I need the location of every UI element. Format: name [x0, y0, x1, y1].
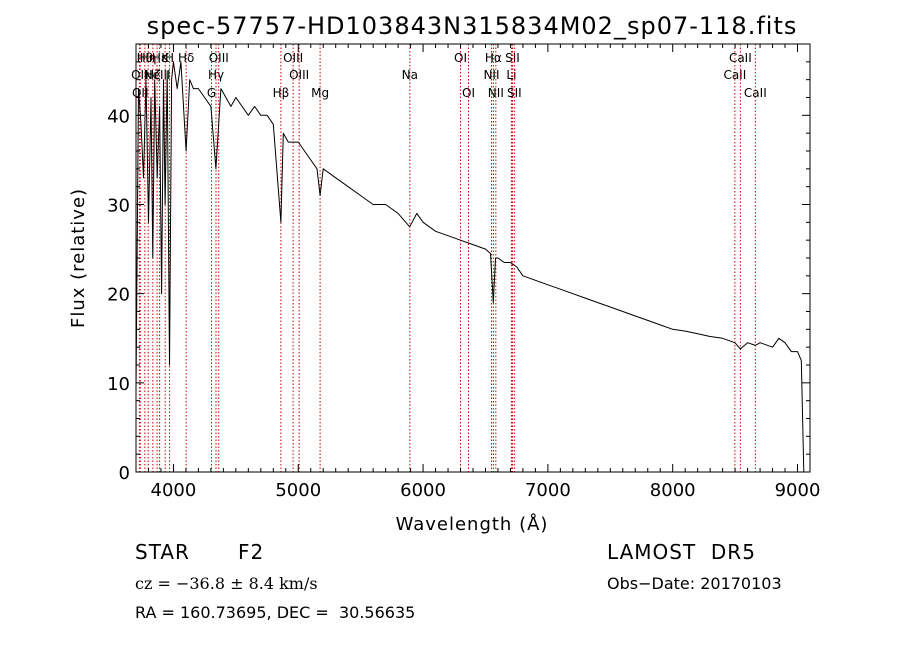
line-marker-label: G: [207, 86, 216, 100]
line-marker-label: OIII: [289, 68, 309, 82]
y-tick-label: 10: [107, 374, 130, 395]
line-marker-label: Mg: [311, 86, 329, 100]
object-subclass: F2: [238, 540, 265, 564]
object-class: STAR: [135, 540, 190, 564]
x-tick-label: 8000: [650, 480, 696, 501]
line-marker-label: OIII: [209, 51, 229, 65]
coordinates: RA = 160.73695, DEC = 30.56635: [135, 603, 416, 622]
line-marker-label: SII: [507, 86, 522, 100]
spectrum-series: [135, 61, 805, 473]
line-marker-label: CaII: [744, 86, 767, 100]
line-marker-label: K: [161, 51, 170, 65]
y-tick-label: 20: [107, 285, 130, 306]
line-marker-label: Hβ: [273, 86, 290, 100]
line-marker-label: OI: [454, 51, 467, 65]
y-tick-label: 30: [107, 196, 130, 217]
spectrum-line: [135, 61, 805, 473]
line-marker-label: Hε: [152, 51, 168, 65]
axis-ticks: 4000 5000 6000 7000 8000 9000 0 10 20 30 40: [107, 43, 821, 501]
x-tick-label: 9000: [775, 480, 821, 501]
line-marker-label: OI: [462, 86, 475, 100]
plot-frame: [135, 43, 811, 473]
line-marker-label: OII: [131, 68, 148, 82]
y-tick-label: 40: [107, 106, 130, 127]
line-marker-label: OIII: [283, 51, 303, 65]
x-tick-label: 5000: [275, 480, 321, 501]
line-marker-label: NII: [483, 68, 499, 82]
line-marker-label: Hδ: [178, 51, 194, 65]
x-tick-label: 4000: [151, 480, 197, 501]
line-marker-label: CaII: [729, 51, 752, 65]
line-marker-label: Li: [506, 68, 516, 82]
line-marker-label: NII: [488, 86, 504, 100]
observation-date: Obs−Date: 20170103: [607, 574, 782, 593]
line-marker-label: Hζ: [145, 68, 161, 82]
chart-title: spec-57757-HD103843N315834M02_sp07-118.f…: [147, 12, 798, 40]
x-axis-label: Wavelength (Å): [396, 513, 549, 535]
line-marker-label: Hθ: [137, 51, 153, 65]
line-marker-label: Hγ: [208, 68, 224, 82]
x-tick-label: 6000: [400, 480, 446, 501]
line-marker-label: NeIII: [144, 68, 171, 82]
redshift-velocity: cz = −36.8 ± 8.4 km/s: [135, 574, 318, 593]
line-marker-label: H: [165, 51, 174, 65]
x-tick-label: 7000: [525, 480, 571, 501]
line-marker-label: SII: [505, 51, 520, 65]
survey-name: LAMOST DR5: [607, 540, 756, 564]
y-tick-label: 0: [119, 463, 130, 484]
line-marker-label: CaII: [723, 68, 746, 82]
line-marker-label: Na: [402, 68, 418, 82]
line-marker-label: Hα: [485, 51, 502, 65]
y-axis-label: Flux (relative): [68, 188, 89, 328]
